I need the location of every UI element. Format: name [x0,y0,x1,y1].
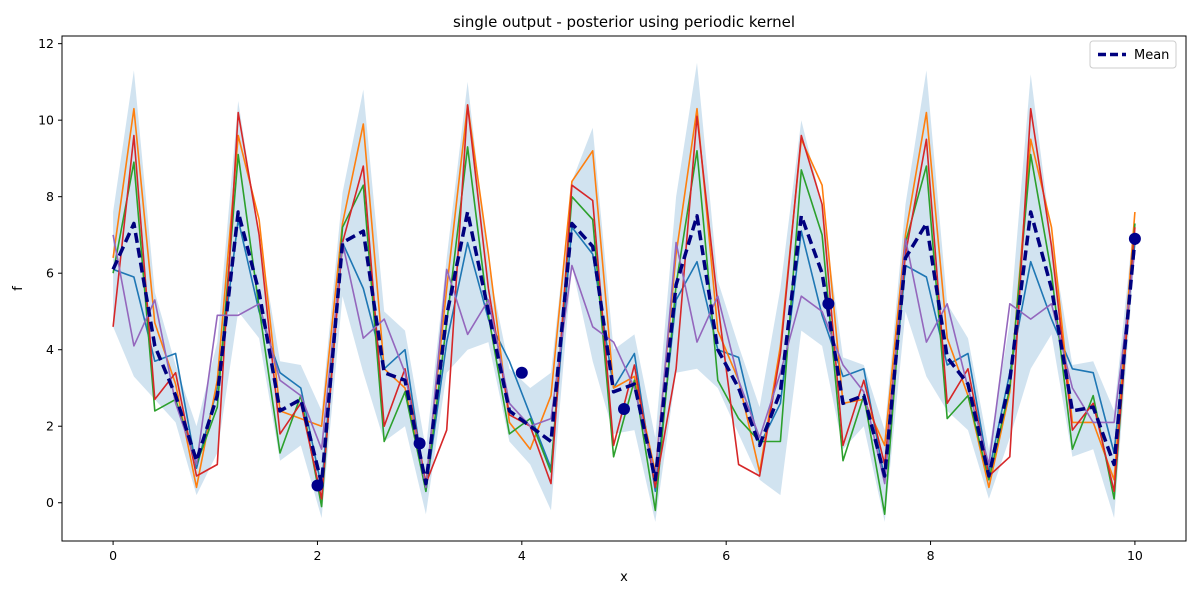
observation-points-layer [311,232,1141,492]
y-tick-label: 0 [46,495,54,510]
observation-point [515,366,528,379]
sample-line-1 [112,218,1136,493]
sample-line-3 [112,146,1136,516]
x-axis-ticks: 0 2 4 6 8 10 [109,541,1143,563]
observation-point [618,403,630,415]
x-tick-label: 8 [927,548,935,563]
observation-point [1128,232,1141,245]
observation-point [311,479,324,492]
y-tick-label: 8 [46,189,54,204]
y-tick-label: 6 [46,266,54,281]
x-axis-label: x [620,570,628,585]
legend-label-mean: Mean [1134,48,1169,63]
y-tick-label: 4 [46,342,54,357]
mean-line [111,210,1137,486]
x-tick-label: 6 [722,548,730,563]
legend: Mean [1089,40,1177,69]
mean-line-layer [111,210,1137,486]
plot-area [111,62,1141,522]
y-tick-label: 10 [38,113,54,128]
observation-point [413,437,426,450]
x-tick-label: 2 [313,548,321,563]
x-tick-label: 10 [1127,548,1143,563]
observation-point [822,297,835,310]
y-tick-label: 2 [46,419,54,434]
x-tick-label: 4 [518,548,526,563]
sample-series-layer [112,104,1136,516]
sample-line-2 [112,104,1136,489]
y-tick-label: 12 [38,36,54,51]
axes-frame [61,35,1187,542]
y-axis-ticks: 0 2 4 6 8 10 12 [38,36,62,510]
sample-line-5 [112,234,1136,489]
x-tick-label: 0 [109,548,117,563]
y-axis-label: f [11,286,26,291]
legend-box [1089,40,1177,69]
chart-title: single output - posterior using periodic… [453,13,795,31]
